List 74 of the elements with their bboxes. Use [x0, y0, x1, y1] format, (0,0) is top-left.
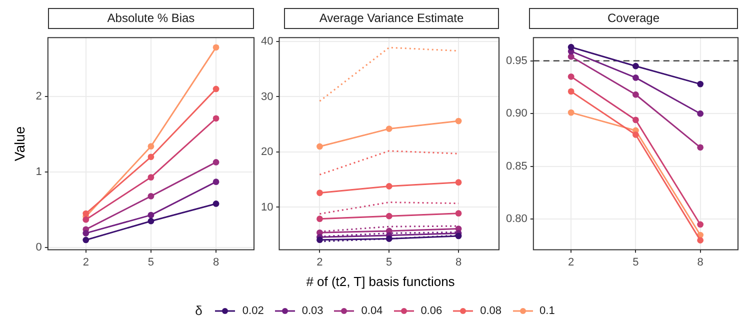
legend-label: 0.04 [361, 304, 383, 316]
legend-label: 0.02 [242, 304, 264, 316]
point [82, 210, 90, 217]
point [212, 115, 220, 122]
y-tick-label: 0 [36, 242, 42, 254]
x-tick-label: 5 [632, 256, 639, 268]
y-tick-label: 2 [36, 90, 42, 103]
point [212, 178, 220, 186]
point [632, 116, 639, 124]
x-tick-label: 8 [697, 256, 704, 268]
x-tick-label: 2 [82, 256, 89, 268]
point [632, 62, 639, 70]
point [386, 212, 392, 220]
point [697, 221, 704, 228]
legend-title: δ [195, 303, 202, 318]
point [455, 232, 462, 240]
point [632, 74, 639, 81]
point [697, 110, 704, 117]
point [212, 200, 220, 207]
point [82, 236, 90, 244]
chart-title: Coverage [529, 8, 738, 29]
x-tick-label: 2 [568, 256, 574, 268]
y-axis-title: Value [11, 126, 28, 162]
y-tick-label: 0.95 [506, 54, 528, 67]
y-tick-label: 0.90 [506, 108, 528, 120]
point [316, 143, 323, 150]
point [455, 118, 462, 124]
x-tick-label: 5 [386, 256, 392, 268]
point [148, 143, 154, 150]
y-tick-label: 20 [260, 146, 274, 158]
point [455, 210, 462, 217]
point [386, 183, 392, 190]
point [212, 44, 220, 51]
point [316, 236, 323, 244]
point [697, 80, 704, 88]
point [212, 159, 220, 166]
x-tick-label: 2 [316, 256, 323, 268]
point [568, 73, 574, 80]
point [82, 230, 90, 236]
legend-label: 0.06 [420, 304, 442, 316]
x-axis-title: # of (t2, T] basis functions [305, 274, 456, 289]
point [148, 212, 154, 218]
point [697, 237, 704, 244]
point [316, 216, 323, 222]
y-tick-label: 1 [36, 166, 42, 178]
x-tick-label: 5 [148, 256, 154, 268]
y-tick-label: 30 [260, 90, 274, 103]
point [568, 44, 574, 50]
point [632, 91, 639, 98]
x-tick-label: 8 [455, 256, 462, 268]
point [148, 192, 154, 200]
point [386, 236, 392, 242]
legend-label: 0.08 [480, 304, 502, 316]
point [386, 126, 392, 132]
point [82, 216, 90, 223]
y-tick-label: 0.80 [506, 213, 528, 226]
point [148, 174, 154, 181]
x-tick-label: 8 [212, 256, 220, 268]
point [316, 190, 323, 196]
chart-title: Absolute % Bias [48, 8, 254, 29]
point [697, 144, 704, 151]
legend-label: 0.1 [540, 304, 555, 316]
y-tick-label: 40 [260, 36, 274, 48]
chart-title: Average Variance Estimate [284, 8, 499, 29]
point [568, 88, 574, 95]
point [148, 218, 154, 224]
point [212, 86, 220, 92]
point [632, 132, 639, 138]
legend-label: 0.03 [302, 304, 324, 316]
point [455, 179, 462, 186]
point [568, 109, 574, 116]
point [148, 154, 154, 160]
y-tick-label: 0.85 [506, 160, 528, 172]
y-tick-label: 10 [260, 201, 274, 214]
